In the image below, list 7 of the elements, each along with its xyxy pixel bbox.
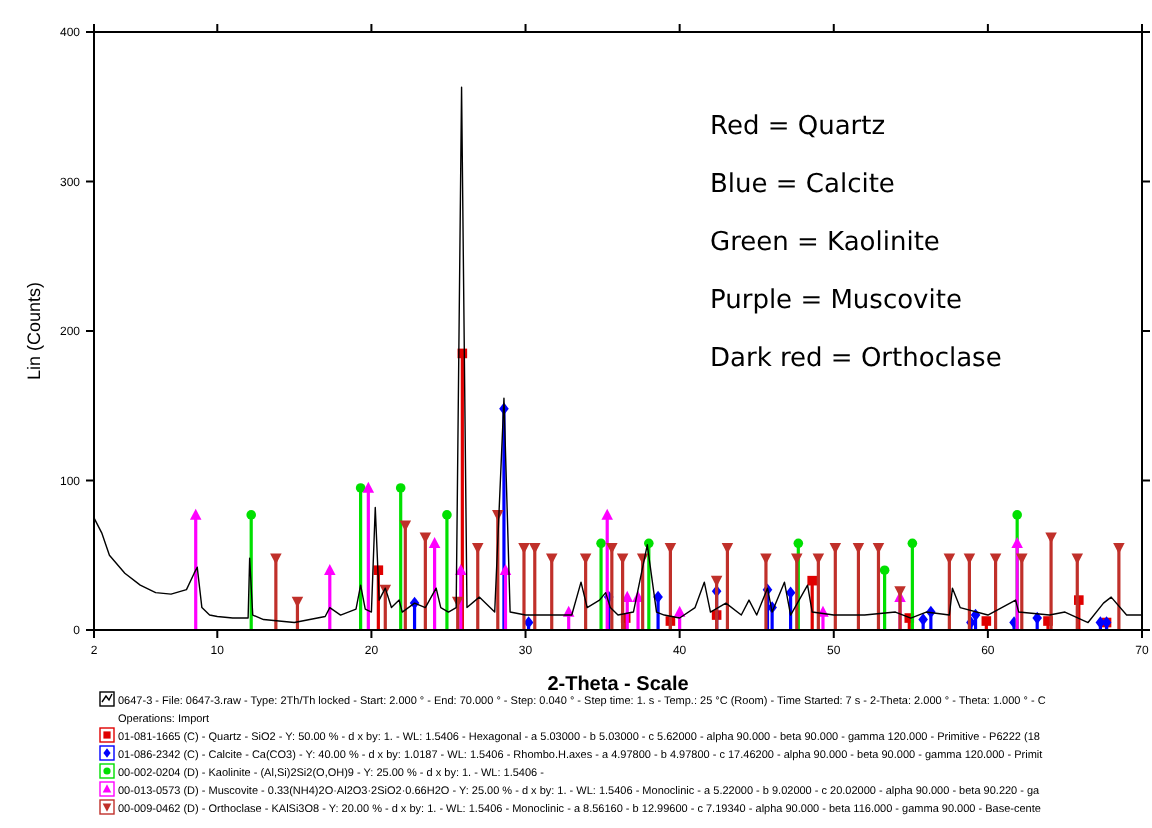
annotation: Purple = Muscovite — [710, 286, 962, 316]
annotation: Dark red = Orthoclase — [710, 344, 1002, 374]
annotation: Green = Kaolinite — [710, 228, 940, 258]
annotation: Blue = Calcite — [710, 170, 895, 200]
annotation: Red = Quartz — [710, 112, 886, 142]
y-axis-title: Lin (Counts) — [24, 281, 44, 381]
x-axis-title: 2-Theta - Scale — [547, 674, 690, 696]
